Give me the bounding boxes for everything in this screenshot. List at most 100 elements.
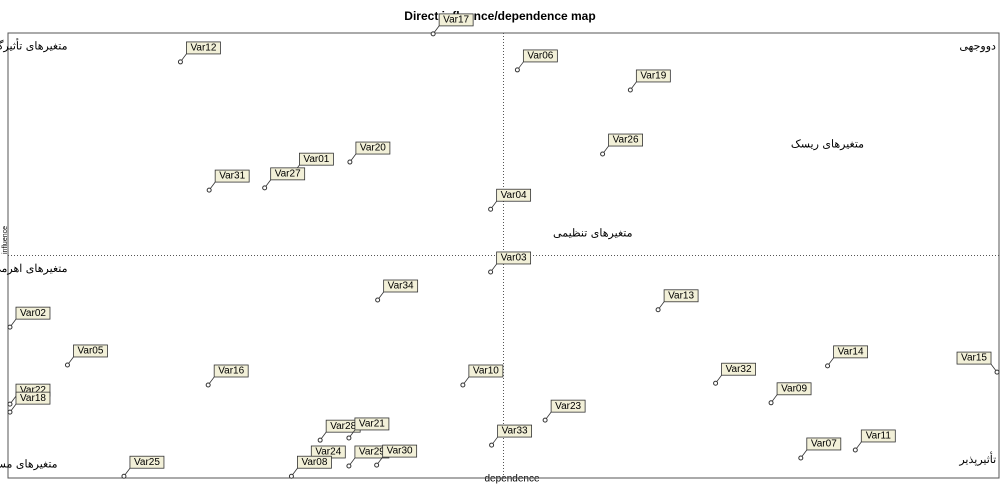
quadrant-label: متغیرهای ریسک <box>791 137 864 150</box>
point <box>7 324 13 330</box>
point-label: Var22 <box>20 385 46 396</box>
point-label: Var20 <box>360 143 386 154</box>
point <box>713 380 719 386</box>
label-box <box>608 133 643 147</box>
point <box>994 369 1000 375</box>
label-box <box>270 167 306 181</box>
point-label: Var33 <box>502 426 528 437</box>
quadrant-label: متغیرهای اهرمی ثانویه <box>0 262 68 275</box>
quadrant-label: متغیرهای دووجهی <box>959 39 1000 52</box>
label-box <box>663 289 699 303</box>
point-label: Var13 <box>668 290 694 301</box>
label-box <box>15 391 51 405</box>
point-label: Var05 <box>77 346 103 357</box>
label-box <box>806 437 842 451</box>
label-box <box>860 429 896 443</box>
point <box>347 159 353 165</box>
point-label: Var14 <box>838 347 864 358</box>
point <box>655 307 661 313</box>
label-box <box>129 455 165 469</box>
y-axis-label: influence <box>2 226 9 254</box>
point <box>488 269 494 275</box>
point <box>514 67 520 73</box>
point <box>64 362 70 368</box>
point-label: Var31 <box>219 171 245 182</box>
point <box>488 206 494 212</box>
point <box>768 400 774 406</box>
point-label: Var27 <box>275 169 301 180</box>
point-label: Var08 <box>301 457 327 468</box>
point-label: Var11 <box>866 431 892 442</box>
point-label: Var30 <box>387 446 413 457</box>
point <box>430 31 436 37</box>
quadrant-label: متغیرهای تأثیرپذیر <box>958 452 1000 466</box>
point-label: Var12 <box>190 43 216 54</box>
point <box>375 297 381 303</box>
point <box>798 455 804 461</box>
point-label: Var26 <box>613 135 639 146</box>
point-label: Var32 <box>726 364 752 375</box>
point-label: Var18 <box>20 393 46 404</box>
point <box>205 382 211 388</box>
label-box <box>355 141 391 155</box>
label-box <box>522 49 558 63</box>
label-box <box>497 424 533 438</box>
point <box>7 401 13 407</box>
label-box <box>15 306 51 320</box>
label-box <box>550 399 586 413</box>
label-box <box>214 169 250 183</box>
point <box>627 87 633 93</box>
label-box <box>496 251 532 265</box>
quadrant-label: متغیرهای تأثیرگذار <box>0 38 68 52</box>
point-label: Var16 <box>218 366 244 377</box>
label-box <box>297 455 332 469</box>
point <box>262 185 268 191</box>
point-label: Var15 <box>961 353 987 364</box>
label-box <box>213 364 249 378</box>
point <box>825 363 831 369</box>
point-label: Var34 <box>388 281 414 292</box>
label-box <box>438 13 474 27</box>
label-box <box>299 152 334 166</box>
point <box>374 462 380 468</box>
point <box>600 151 606 157</box>
label-box <box>468 364 504 378</box>
point <box>852 447 858 453</box>
label-box <box>354 417 390 431</box>
label-box <box>383 279 419 293</box>
point-label: Var23 <box>555 401 581 412</box>
point-label: Var17 <box>443 15 469 26</box>
x-axis-label: dependence <box>484 474 539 484</box>
point-label: Var24 <box>315 447 341 458</box>
point <box>121 473 127 479</box>
point <box>177 59 183 65</box>
point <box>288 473 294 479</box>
point-label: Var25 <box>134 457 160 468</box>
point <box>542 417 548 423</box>
point <box>346 435 352 441</box>
label-box <box>956 351 992 365</box>
point-label: Var07 <box>811 439 837 450</box>
point-label: Var21 <box>359 419 385 430</box>
point-label: Var19 <box>640 71 666 82</box>
label-box <box>833 345 868 359</box>
point-label: Var02 <box>20 308 46 319</box>
label-box <box>186 41 221 55</box>
label-box <box>635 69 671 83</box>
chart-title: Direct influence/dependence map <box>404 9 595 23</box>
label-box <box>73 344 108 358</box>
point-label: Var06 <box>527 51 553 62</box>
point <box>317 437 323 443</box>
point <box>206 187 212 193</box>
quadrant-label: متغیرهای تنظیمی <box>553 226 633 239</box>
label-box <box>776 382 812 396</box>
point-label: Var01 <box>303 154 329 165</box>
point-label: Var28 <box>330 421 356 432</box>
point <box>489 442 495 448</box>
point <box>346 463 352 469</box>
point-label: Var10 <box>473 366 499 377</box>
point-label: Var29 <box>359 447 385 458</box>
label-box <box>496 188 532 202</box>
point <box>460 382 466 388</box>
